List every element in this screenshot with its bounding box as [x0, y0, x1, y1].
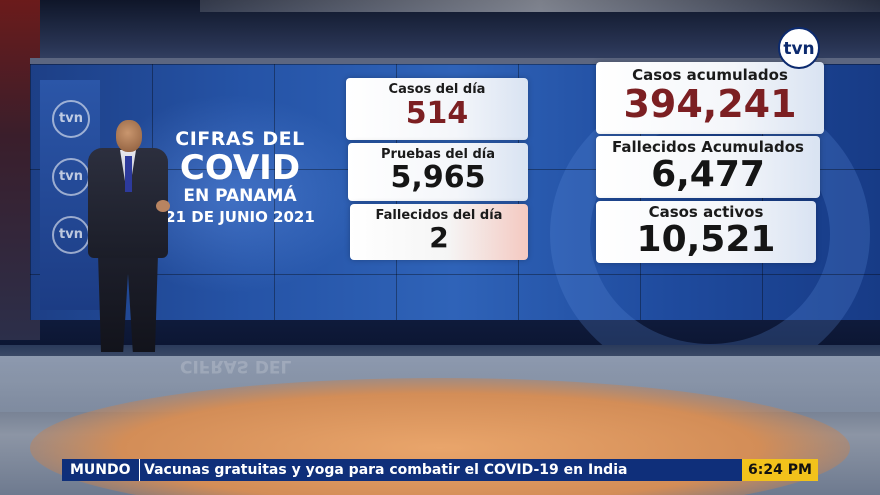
stat-card-accumulated-cases: Casos acumulados 394,241 — [596, 62, 824, 134]
title-line-3: EN PANAMÁ — [183, 186, 297, 206]
stat-value: 10,521 — [636, 219, 776, 260]
side-tvn-logo: tvn — [52, 100, 90, 138]
stat-label: Fallecidos Acumulados — [612, 138, 804, 156]
stat-card-daily-tests: Pruebas del día 5,965 — [348, 143, 528, 201]
stat-value: 514 — [405, 96, 469, 131]
stat-card-accumulated-deaths: Fallecidos Acumulados 6,477 — [596, 136, 820, 198]
stat-card-daily-cases: Casos del día 514 — [346, 78, 528, 140]
news-presenter — [80, 118, 180, 356]
presenter-tie — [125, 156, 132, 192]
graphic-title: CIFRAS DEL COVID EN PANAMÁ 21 DE JUNIO 2… — [160, 128, 320, 226]
stat-label: Casos del día — [388, 82, 486, 97]
ceiling-light — [200, 0, 880, 12]
title-date: 21 DE JUNIO 2021 — [165, 208, 315, 226]
stat-value: 6,477 — [651, 154, 765, 195]
stat-label: Casos acumulados — [632, 66, 788, 84]
stat-label: Fallecidos del día — [375, 208, 503, 223]
title-line-1: CIFRAS DEL — [175, 128, 305, 150]
ticker-clock: 6:24 PM — [742, 459, 818, 481]
presenter-head — [116, 120, 142, 152]
news-ticker: MUNDO Vacunas gratuitas y yoga para comb… — [62, 459, 818, 481]
tvn-channel-logo: tvn — [778, 27, 820, 69]
presenter-hand — [156, 200, 170, 212]
stat-card-daily-deaths: Fallecidos del día 2 — [350, 204, 528, 260]
stat-value: 394,241 — [623, 82, 797, 126]
stat-value: 2 — [429, 221, 449, 254]
stat-value: 5,965 — [390, 160, 486, 195]
stat-card-active-cases: Casos activos 10,521 — [596, 201, 816, 263]
ticker-section-tag: MUNDO — [62, 459, 140, 481]
stat-label: Pruebas del día — [381, 147, 495, 162]
title-reflection: CIFRAS DEL — [180, 356, 292, 376]
title-line-2: COVID — [179, 148, 301, 188]
presenter-legs — [98, 254, 158, 352]
stat-label: Casos activos — [648, 203, 764, 221]
ticker-headline: Vacunas gratuitas y yoga para combatir e… — [144, 462, 628, 478]
